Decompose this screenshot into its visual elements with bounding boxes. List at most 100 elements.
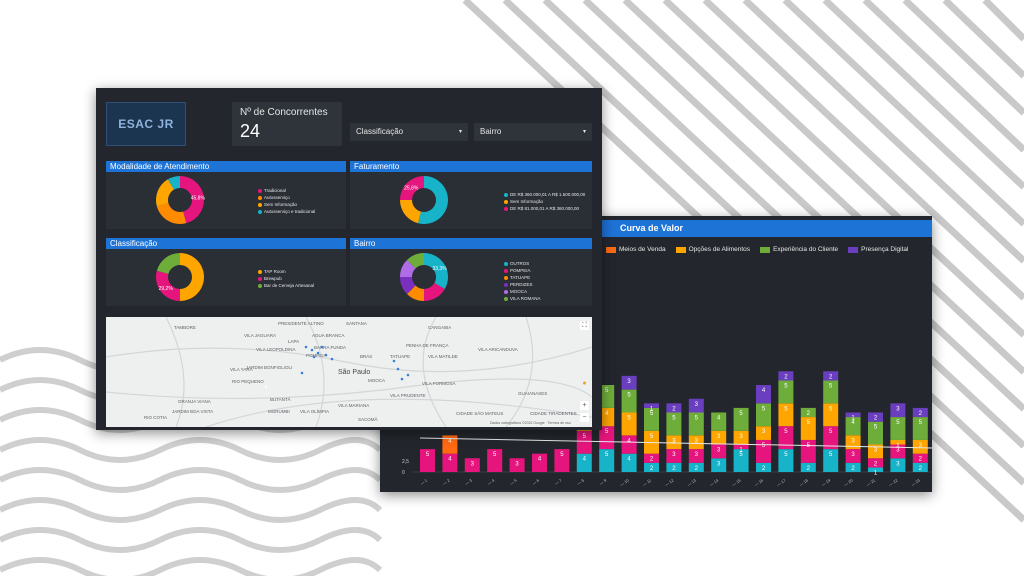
bar-segment (756, 439, 771, 463)
donut-slice (418, 176, 448, 224)
legend-item: MOOCA (504, 288, 541, 295)
legend-dot (504, 261, 508, 266)
map-label: AGUA BRANCA (312, 333, 345, 338)
x-tick-label: — 7 (554, 477, 564, 486)
bar-segment (890, 439, 906, 445)
bar-segment (666, 462, 682, 472)
legend-item: OUTROS (504, 260, 541, 267)
map-marker (316, 351, 320, 355)
bar-value-label: 5 (829, 406, 833, 412)
map-label: VILA OLÍMPIA (300, 409, 330, 414)
bar-segment (823, 403, 839, 427)
legend-swatch (675, 246, 686, 253)
legend-dot (504, 206, 508, 211)
donut-slice (424, 253, 448, 289)
bar-segment (621, 412, 637, 436)
slice-label: 33,3% (432, 266, 447, 272)
zoom-in-button[interactable]: + (580, 401, 589, 410)
neighborhood-filter[interactable]: Bairro ▾ (474, 123, 592, 141)
bar-value-label: 4 (851, 420, 855, 426)
legend-label: Presença Digital (861, 246, 909, 253)
bar-segment (688, 449, 704, 463)
map-label: VILA MATILDE (428, 354, 458, 359)
bar-segment (890, 444, 906, 459)
bar-value-label: 5 (695, 415, 699, 421)
panel-title: Modalidade de Atendimento (106, 161, 346, 172)
bar-segment (778, 371, 794, 381)
x-tick-label: — 12 (664, 477, 675, 487)
bar-value-label: 3 (896, 406, 900, 412)
bar-value-label: 3 (515, 461, 519, 467)
bar-value-label: 3 (762, 429, 766, 435)
donut-legend: TAP Room Brewpub Bar de Cerveja Artesana… (258, 268, 314, 289)
bar-value-label: 2 (672, 406, 676, 412)
bar-value-label: 3 (627, 379, 631, 385)
bar-segment (912, 407, 928, 418)
bar-segment (756, 385, 771, 404)
legend-label: Opções de Alimentos (688, 246, 751, 253)
bar-segment (868, 467, 883, 472)
legend-label: Autosserviço (264, 195, 290, 200)
bar-value-label: 2 (807, 466, 811, 472)
map-marker (310, 348, 314, 352)
legend-item: PERDIZES (504, 281, 541, 288)
zoom-out-button[interactable]: − (580, 413, 589, 422)
donut-slice (167, 176, 180, 190)
bar-segment (800, 407, 816, 418)
bar-value-label: 5 (605, 388, 609, 394)
slice-label: 25,8% (404, 185, 419, 191)
bar-value-label: 2 (695, 466, 699, 472)
bar-segment (733, 449, 749, 472)
bar-value-label: 2 (762, 466, 766, 472)
map-attribution: Dados cartográficos ©2022 Google · Termo… (490, 421, 571, 425)
legend-dot (258, 269, 262, 274)
map-label: CIDADE SÃO MATEUS (456, 411, 504, 416)
bar-segment (621, 435, 637, 454)
company-logo: ESAC JR (106, 102, 186, 146)
bar-segment (711, 430, 727, 445)
legend-label: Autosserviço e tradicional (264, 209, 316, 214)
x-tick-label: — 18 (798, 477, 809, 487)
value-curve-window: Curva de Valor Meios de Venda Opções de … (380, 216, 932, 492)
x-tick-label: — 21 (865, 477, 876, 487)
legend-label: PERDIZES (510, 282, 533, 287)
legend-label: Sem Informação (264, 202, 298, 207)
panel-revenue: Faturamento 25,8% DE R$ 360.000,01 A R$ … (350, 161, 592, 229)
bar-segment (912, 453, 928, 463)
competitors-map[interactable]: TAMBORE PRESIDENTE ALTINO VILA JAGUARA A… (106, 317, 592, 427)
bar-segment (912, 417, 928, 440)
bar-segment (711, 458, 727, 472)
bar-segment (823, 426, 839, 450)
map-label: BARRA FUNDA (314, 345, 347, 350)
legend-item[interactable]: Meios de Venda (606, 246, 666, 253)
bar-value-label: 3 (874, 448, 878, 454)
bar-value-label: 4 (448, 438, 452, 444)
bar-segment (621, 375, 637, 390)
bar-value-label: 5 (605, 452, 609, 458)
bar-segment (778, 403, 794, 427)
legend-label: MOOCA (510, 289, 528, 294)
bar-segment (845, 417, 861, 436)
bar-value-label: 5 (784, 406, 788, 412)
panel-title: Faturamento (350, 161, 592, 172)
bar-segment (688, 435, 704, 450)
bar-segment (554, 449, 570, 472)
fullscreen-button[interactable]: ⛶ (580, 321, 589, 330)
bar-segment (599, 385, 615, 408)
x-tick-label: — 16 (753, 477, 764, 487)
street-view-icon[interactable]: ● (582, 380, 587, 387)
bar-value-label: 2 (919, 411, 923, 417)
legend-dot (504, 268, 508, 273)
legend-item[interactable]: Opções de Alimentos (675, 246, 751, 253)
bar-value-label: 5 (605, 429, 609, 435)
map-marker (320, 345, 324, 349)
classification-filter[interactable]: Classificação ▾ (350, 123, 468, 141)
map-marker (392, 359, 396, 363)
legend-item: Autosserviço (258, 194, 315, 201)
legend-item[interactable]: Presença Digital (848, 246, 908, 253)
legend-item: Bar de Cerveja Artesanal (258, 282, 314, 289)
bar-segment (778, 426, 794, 450)
bar-value-label: 5 (426, 452, 430, 458)
legend-item[interactable]: Experiência do Cliente (760, 246, 838, 253)
